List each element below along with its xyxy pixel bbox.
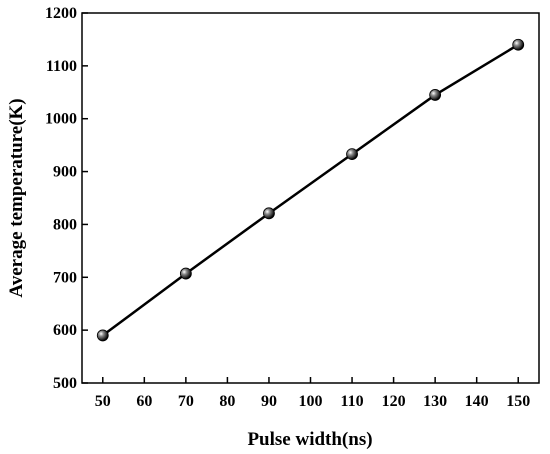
x-tick-label: 130 <box>423 393 447 410</box>
x-tick-label: 140 <box>465 393 489 410</box>
data-point <box>263 207 275 220</box>
y-axis-title: Average temperature(K) <box>6 98 27 297</box>
series-line <box>102 43 519 337</box>
y-tick-label: 600 <box>53 322 77 339</box>
y-tick-label: 800 <box>53 216 77 233</box>
x-tick-label: 50 <box>95 393 111 410</box>
x-tick-label: 110 <box>340 393 363 410</box>
plot-frame <box>81 12 540 384</box>
series-layer <box>96 38 525 342</box>
y-tick-label: 700 <box>53 269 77 286</box>
x-tick-label: 150 <box>506 393 530 410</box>
x-tick-label: 100 <box>299 393 323 410</box>
y-axis: 500 600 700 800 900 1000 1100 1200 <box>45 5 88 392</box>
data-point <box>346 148 358 161</box>
x-tick-label: 90 <box>261 393 277 410</box>
y-tick-label: 500 <box>53 375 77 392</box>
y-tick-label: 900 <box>53 164 77 181</box>
data-point <box>96 329 109 342</box>
x-tick-label: 80 <box>219 393 235 410</box>
y-tick-label: 1000 <box>45 111 77 128</box>
y-tick-label: 1100 <box>46 58 77 75</box>
x-tick-label: 120 <box>382 393 406 410</box>
x-axis-title: Pulse width(ns) <box>247 429 372 450</box>
data-point <box>429 89 442 101</box>
data-point <box>179 267 192 280</box>
x-tick-label: 60 <box>136 393 152 410</box>
x-tick-label: 70 <box>178 393 194 410</box>
y-tick-label: 1200 <box>45 5 77 22</box>
data-point <box>512 38 525 51</box>
x-axis: 50 60 70 80 90 100 110 120 130 140 150 <box>95 377 530 410</box>
